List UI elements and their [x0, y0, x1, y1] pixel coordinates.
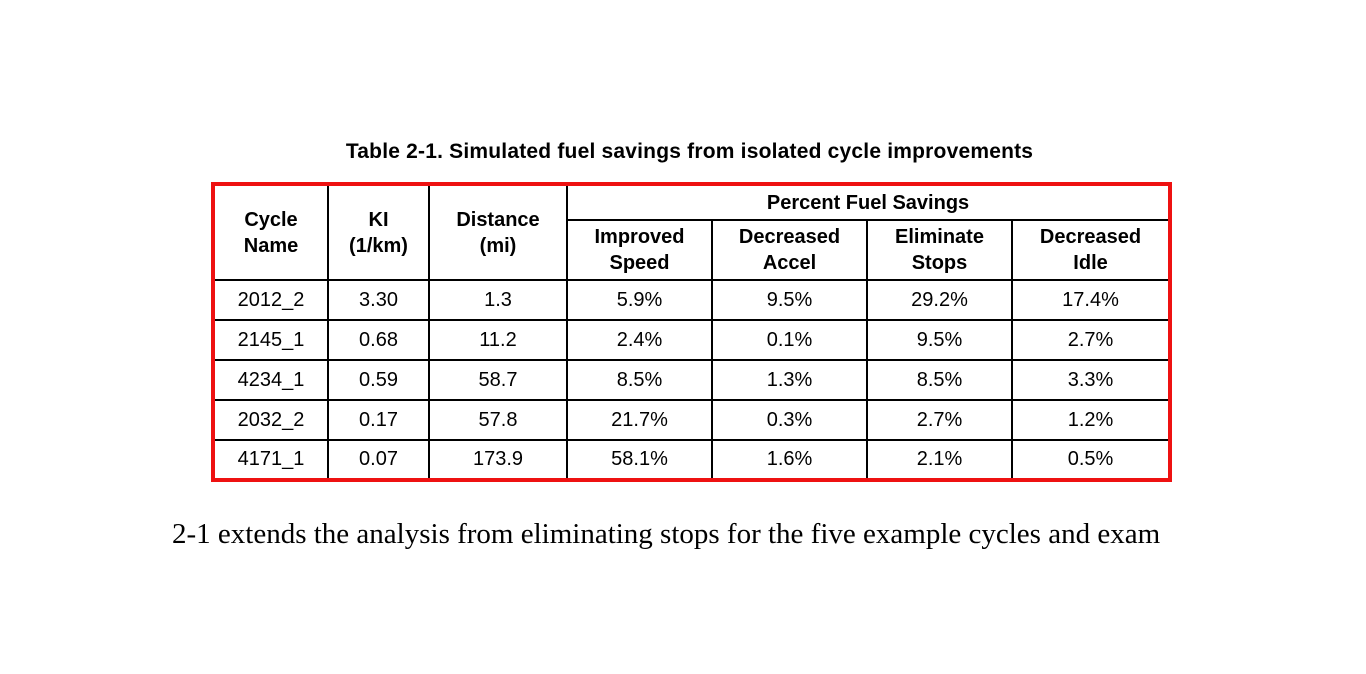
col-header-improved-speed: Improved Speed [566, 219, 713, 281]
cell-decreased-accel: 1.6% [711, 439, 868, 481]
cell-distance: 11.2 [428, 319, 568, 361]
col-header-eliminate-stops: Eliminate Stops [866, 219, 1013, 281]
cell-eliminate-stops: 9.5% [866, 319, 1013, 361]
table-row: 4234_1 0.59 58.7 8.5% 1.3% 8.5% 3.3% [212, 359, 1172, 401]
cell-distance: 58.7 [428, 359, 568, 401]
body-paragraph: 2-1 extends the analysis from eliminatin… [172, 518, 1161, 550]
cell-cycle-name: 2012_2 [212, 279, 329, 321]
table-row: 2032_2 0.17 57.8 21.7% 0.3% 2.7% 1.2% [212, 399, 1172, 441]
cell-decreased-idle: 0.5% [1010, 439, 1172, 481]
cell-decreased-idle: 3.3% [1010, 359, 1172, 401]
cell-cycle-name: 2032_2 [212, 399, 329, 441]
cell-distance: 173.9 [428, 439, 568, 481]
cell-eliminate-stops: 2.1% [866, 439, 1013, 481]
cell-decreased-idle: 2.7% [1010, 319, 1172, 361]
cell-ki: 0.07 [327, 439, 430, 481]
cell-improved-speed: 5.9% [566, 279, 713, 321]
table-row: 2012_2 3.30 1.3 5.9% 9.5% 29.2% 17.4% [212, 279, 1172, 321]
cell-decreased-accel: 0.1% [711, 319, 868, 361]
group-header-percent-fuel-savings: Percent Fuel Savings [565, 183, 1172, 221]
col-header-decreased-accel: Decreased Accel [711, 219, 868, 281]
cell-ki: 0.68 [327, 319, 430, 361]
fuel-savings-table: Cycle Name KI (1/km) Distance (mi) Perce… [211, 182, 1173, 482]
cell-decreased-idle: 17.4% [1010, 279, 1172, 321]
cell-eliminate-stops: 8.5% [866, 359, 1013, 401]
table-row: 2145_1 0.68 11.2 2.4% 0.1% 9.5% 2.7% [212, 319, 1172, 361]
cell-distance: 57.8 [428, 399, 568, 441]
col-header-decreased-idle: Decreased Idle [1010, 219, 1172, 281]
cell-ki: 3.30 [327, 279, 430, 321]
table-row: 4171_1 0.07 173.9 58.1% 1.6% 2.1% 0.5% [212, 439, 1172, 481]
cell-cycle-name: 4171_1 [212, 439, 329, 481]
cell-decreased-accel: 0.3% [711, 399, 868, 441]
cell-improved-speed: 21.7% [566, 399, 713, 441]
table-caption: Table 2-1. Simulated fuel savings from i… [345, 140, 1034, 163]
cell-decreased-accel: 9.5% [711, 279, 868, 321]
cell-eliminate-stops: 2.7% [866, 399, 1013, 441]
cell-improved-speed: 58.1% [566, 439, 713, 481]
cell-ki: 0.17 [327, 399, 430, 441]
col-header-cycle-name: Cycle Name [212, 183, 329, 281]
cell-cycle-name: 2145_1 [212, 319, 329, 361]
cell-eliminate-stops: 29.2% [866, 279, 1013, 321]
cell-improved-speed: 2.4% [566, 319, 713, 361]
col-header-ki: KI (1/km) [327, 183, 430, 281]
cell-improved-speed: 8.5% [566, 359, 713, 401]
col-header-distance: Distance (mi) [428, 183, 568, 281]
cell-ki: 0.59 [327, 359, 430, 401]
cell-decreased-accel: 1.3% [711, 359, 868, 401]
cell-cycle-name: 4234_1 [212, 359, 329, 401]
cell-distance: 1.3 [428, 279, 568, 321]
cell-decreased-idle: 1.2% [1010, 399, 1172, 441]
